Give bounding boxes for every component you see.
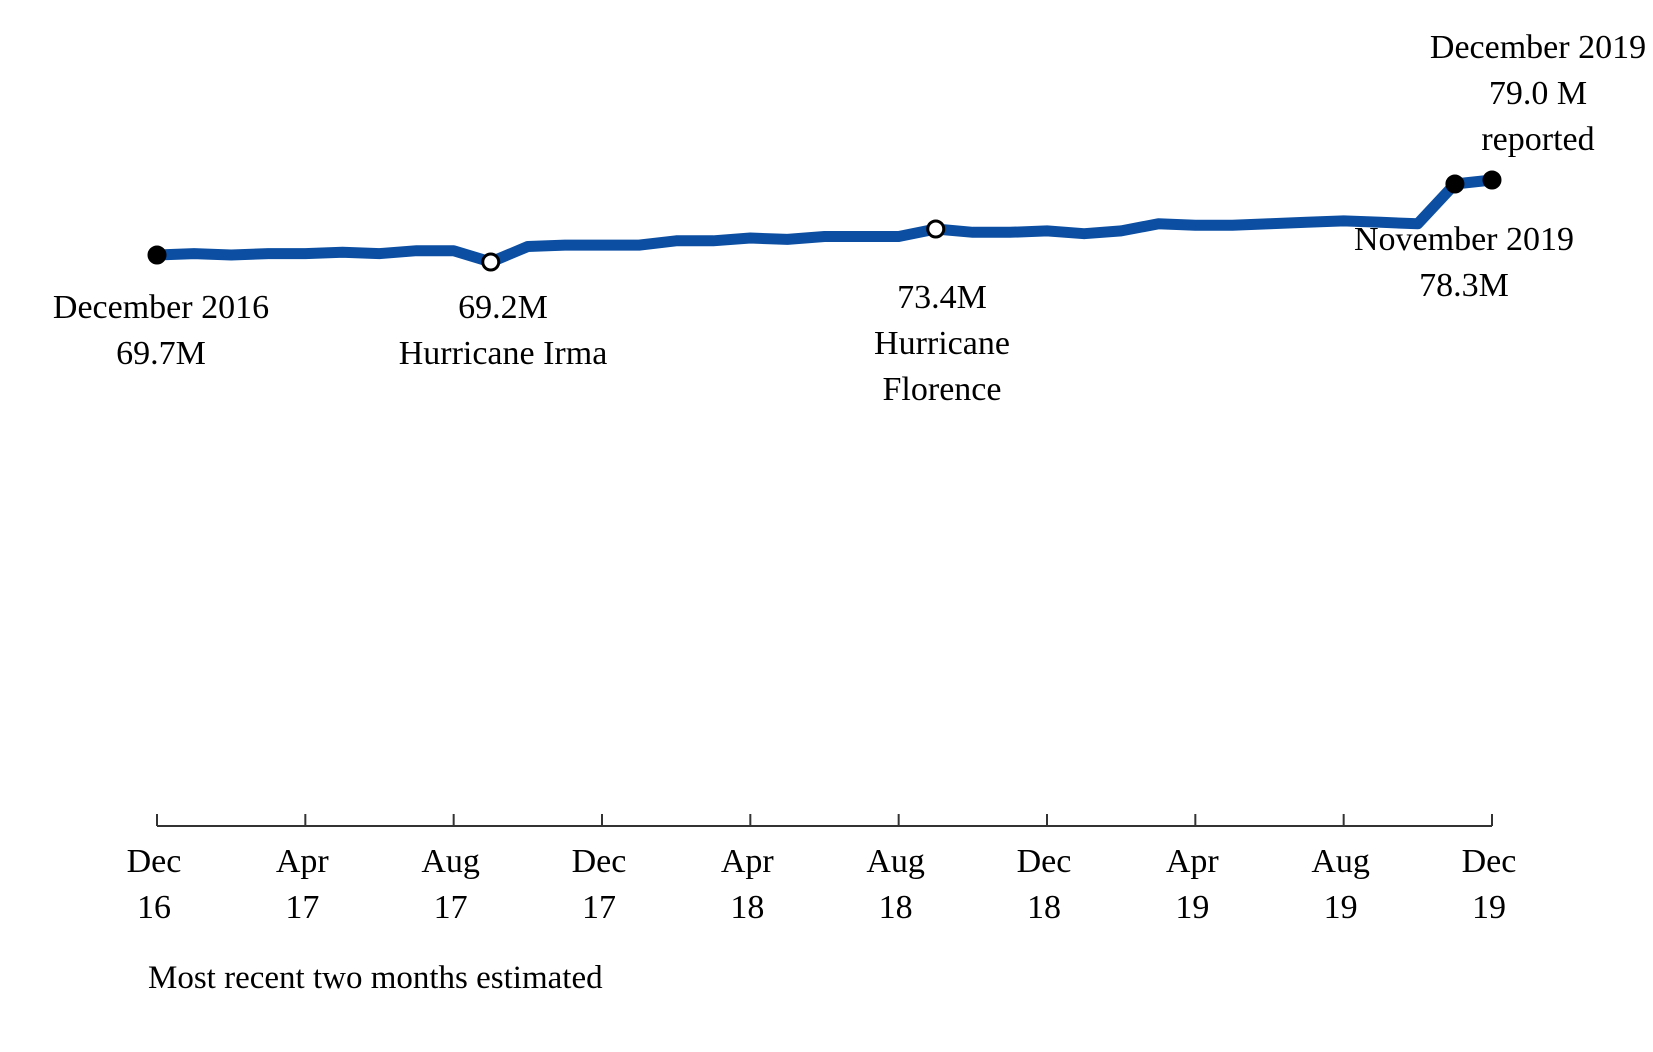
filled-point-marker	[147, 245, 167, 265]
x-tick-label: Apr 18	[721, 843, 775, 926]
filled-point-marker	[1445, 174, 1465, 194]
annotation-label: December 2016 69.7M	[53, 289, 269, 372]
open-point-marker	[481, 252, 501, 272]
footnote: Most recent two months estimated	[148, 960, 603, 996]
x-tick-label: Aug 18	[866, 843, 925, 926]
x-tick-label: Apr 19	[1166, 843, 1220, 926]
x-tick-label: Dec 17	[572, 843, 627, 926]
annotation-label: 69.2M Hurricane Irma	[399, 289, 608, 372]
annotation-markers	[147, 170, 1502, 272]
filled-point-marker	[1482, 170, 1502, 190]
x-tick-label: Dec 18	[1017, 843, 1072, 926]
annotation-label: November 2019 78.3M	[1354, 221, 1574, 304]
series-line-layer	[151, 174, 1498, 268]
x-tick-label: Dec 19	[1462, 843, 1517, 926]
annotation-labels: December 2016 69.7M 69.2M Hurricane Irma 73.…	[53, 29, 1646, 408]
open-point-marker	[926, 219, 946, 239]
x-tick-label: Apr 17	[276, 843, 330, 926]
x-tick-label: Aug 19	[1311, 843, 1370, 926]
x-axis: Dec 16 Apr 17 Aug 17 Dec 17 Apr 18 Aug 18 Dec 18 Apr 19…	[127, 814, 1517, 926]
x-tick-label: Dec 16	[127, 843, 182, 926]
series-line	[151, 174, 1498, 268]
x-tick-label: Aug 17	[421, 843, 480, 926]
annotation-label: 73.4M Hurricane Florence	[874, 279, 1010, 408]
